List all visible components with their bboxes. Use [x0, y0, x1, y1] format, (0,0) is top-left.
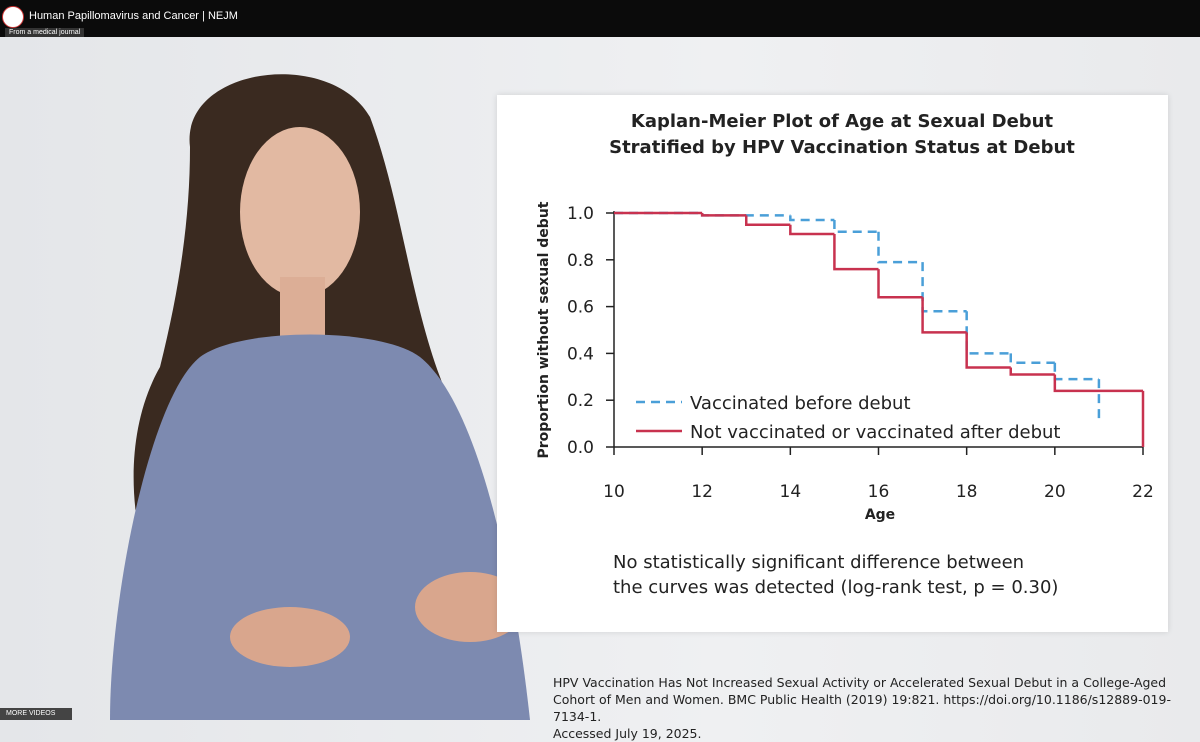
km-step [833, 220, 879, 233]
legend-label: Not vaccinated or vaccinated after debut [690, 422, 1060, 443]
neck [280, 277, 325, 337]
y-tick-label: 0.6 [567, 298, 594, 318]
slide-card [497, 95, 1168, 632]
x-tick-label: 22 [1132, 482, 1154, 502]
note: the curves was detected (log-rank test, … [613, 577, 1058, 598]
km-step [921, 297, 967, 334]
km-step [833, 234, 879, 271]
y-tick-label: 1.0 [567, 204, 594, 224]
chart: Kaplan-Meier Plot of Age at Sexual Debut… [536, 111, 1154, 598]
top-bar: Human Papillomavirus and Cancer | NEJM F… [0, 0, 1200, 37]
y-tick-label: 0.0 [567, 438, 594, 458]
x-tick-label: 20 [1044, 482, 1066, 502]
km-step [877, 231, 923, 264]
km-step [700, 213, 747, 217]
more-videos-button[interactable]: MORE VIDEOS [0, 708, 72, 720]
legend-label: Vaccinated before debut [690, 393, 911, 414]
km-step [745, 215, 791, 226]
citation-line: HPV Vaccination Has Not Increased Sexual… [553, 675, 1167, 690]
y-tick-label: 0.4 [567, 344, 594, 364]
video-title[interactable]: Human Papillomavirus and Cancer | NEJM [29, 10, 238, 22]
km-step [877, 269, 923, 299]
km-step [965, 311, 1011, 355]
km-step [965, 332, 1011, 369]
x-tick-label: 16 [868, 482, 890, 502]
km-step [1053, 374, 1143, 393]
y-axis-label: Proportion without sexual debut [536, 201, 552, 458]
y-tick-label: 0.8 [567, 251, 594, 271]
km-step [1009, 353, 1055, 365]
citation-line: Accessed July 19, 2025. [553, 726, 702, 741]
km-step [789, 215, 835, 222]
info-badge[interactable]: From a medical journal [5, 28, 85, 37]
x-tick-label: 18 [956, 482, 978, 502]
citation: HPV Vaccination Has Not Increased Sexual… [553, 674, 1193, 742]
chart-title: Stratified by HPV Vaccination Status at … [609, 137, 1075, 158]
x-tick-label: 10 [603, 482, 625, 502]
km-step [789, 224, 835, 236]
note: No statistically significant difference … [613, 552, 1024, 573]
hand [230, 607, 350, 667]
x-axis-label: Age [865, 507, 895, 523]
km-step [921, 262, 967, 313]
presenter [110, 74, 530, 720]
km-step [1053, 362, 1099, 381]
y-tick-label: 0.2 [567, 391, 594, 411]
chart-title: Kaplan-Meier Plot of Age at Sexual Debut [631, 111, 1054, 132]
km-step [1009, 367, 1055, 376]
face [240, 127, 360, 297]
x-tick-label: 14 [780, 482, 802, 502]
channel-logo[interactable] [2, 6, 24, 28]
x-tick-label: 12 [691, 482, 713, 502]
